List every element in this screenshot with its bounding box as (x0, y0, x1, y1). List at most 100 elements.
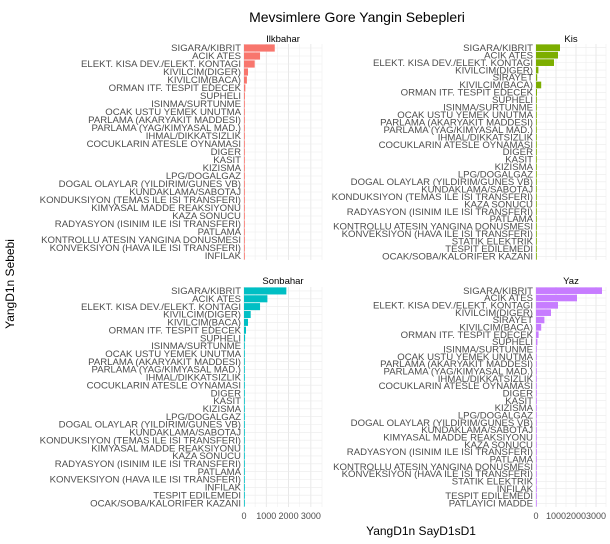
y-tick-label: KIZISMA (495, 403, 534, 414)
y-tick-label: TESPIT EDILEMEDI (445, 491, 533, 502)
panel-background (536, 287, 606, 507)
y-tick-label: ACIK ATES (484, 50, 533, 61)
bar (536, 170, 537, 178)
facet-strip-label: Kis (564, 34, 577, 45)
y-tick-label: KONVEKSIYON (HAVA ILE ISI TRANSFERI) (342, 229, 533, 240)
bar (244, 475, 245, 484)
bar (536, 103, 537, 111)
x-tick-label: 0 (533, 511, 538, 521)
y-tick-label: OCAK/SOBA/KALORIFER KAZANI (382, 251, 533, 262)
bar (536, 324, 542, 331)
bar (244, 204, 245, 212)
y-tick-label: DIGER (211, 147, 241, 158)
y-tick-label: KUNDAKLAMA/SABOTAJ (421, 184, 533, 195)
bar (244, 164, 245, 172)
bar (244, 460, 245, 468)
bar (244, 84, 246, 92)
y-tick-label: DIGER (211, 388, 241, 399)
y-tick-label: SIGARA/KIBRIT (171, 286, 241, 297)
bar (536, 148, 537, 156)
y-tick-label: STATIK ELEKTRIK (452, 237, 534, 248)
bar (244, 444, 245, 452)
bar (244, 420, 245, 429)
bar (536, 463, 537, 470)
y-tick-label: PATLAMA (490, 214, 534, 225)
bar (244, 148, 245, 156)
y-tick-label: ORMAN ITF. TESPIT EDECEK (401, 88, 534, 99)
y-tick-label: RADYASYON (ISINIM ILE ISI TRANSFERI) (55, 219, 241, 230)
bar (244, 452, 245, 460)
panel-background (244, 287, 322, 507)
bar (536, 375, 537, 382)
y-tick-label: KONDUKSIYON (TEMAS ILE ISI TRANSFERI) (332, 192, 533, 203)
y-tick-label: KUNDAKLAMA/SABOTAJ (129, 187, 241, 198)
y-tick-label: KIVILCIM(DIGER) (455, 65, 533, 76)
bar (244, 124, 245, 132)
y-tick-label: LPG/DOGALGAZ (166, 412, 241, 423)
bar (244, 295, 268, 303)
bar (536, 426, 537, 434)
bar (536, 252, 537, 260)
bar (244, 436, 245, 444)
y-tick-label: KIVILCIM(DIGER) (455, 308, 533, 319)
bar (244, 310, 251, 319)
y-tick-label: KASIT (505, 396, 533, 407)
bar (536, 133, 537, 141)
y-tick-label: DOGAL OLAYLAR (YILDIRIM/GUNES VB) (59, 179, 241, 190)
bar (244, 318, 249, 326)
bar (244, 334, 246, 342)
y-tick-label: LPG/DOGALGAZ (166, 171, 241, 182)
bar (536, 346, 537, 353)
y-tick-label: IHMAL/DIKKATSIZLIK (146, 373, 242, 384)
bar (536, 178, 537, 186)
bar (244, 68, 249, 76)
y-tick-label: PARLAMA (AKARYAKIT MADDESI) (88, 115, 241, 126)
y-tick-label: ISINMA/SURTUNME (443, 103, 533, 114)
bar (244, 76, 247, 84)
y-tick-label: KIVILCIM(BACA) (459, 323, 533, 334)
y-tick-label: SUPHELI (200, 333, 241, 344)
bar (244, 428, 245, 436)
bar (536, 500, 537, 507)
bar (244, 44, 275, 52)
bar (244, 188, 245, 196)
bar (536, 200, 537, 208)
bar (244, 52, 261, 60)
bar (536, 74, 538, 81)
bar (536, 111, 537, 119)
y-tick-label: KIZISMA (203, 163, 242, 174)
y-tick-label: KIVILCIM(DIGER) (163, 67, 241, 78)
bar (244, 389, 245, 397)
y-tick-label: SUPHELI (492, 95, 533, 106)
y-tick-label: KAZA SONUCU (464, 440, 533, 451)
y-tick-label: KONVEKSIYON (HAVA ILE ISI TRANSFERI) (50, 243, 241, 254)
bar (536, 419, 537, 426)
bar (244, 60, 255, 68)
y-tick-label: TESPIT EDILEMEDI (445, 244, 533, 255)
y-tick-label: ISINMA/SURTUNME (151, 341, 241, 352)
y-tick-label: TESPIT EDILEMEDI (153, 490, 241, 501)
y-tick-label: ACIK ATES (192, 51, 241, 62)
y-tick-label: LPG/DOGALGAZ (458, 411, 533, 422)
y-tick-label: PARLAMA (YAG/KIMYASAL MAD.) (384, 367, 533, 378)
bar (244, 172, 245, 180)
bar (536, 208, 537, 215)
y-tick-label: OCAK USTU YEMEK UNUTMA (397, 352, 533, 363)
y-tick-label: DOGAL OLAYLAR (YILDIRIM/GUNES VB) (59, 420, 241, 431)
bar (536, 302, 558, 309)
y-tick-label: SIGARA/KIBRIT (171, 43, 241, 54)
bar (536, 51, 558, 59)
bar (536, 66, 539, 74)
bar (536, 331, 539, 338)
y-tick-label: PARLAMA (AKARYAKIT MADDESI) (380, 117, 533, 128)
y-tick-label: IHMAL/DIKKATSIZLIK (438, 132, 534, 143)
y-tick-label: PATLAMA (198, 467, 242, 478)
bar (536, 59, 554, 66)
bar (536, 193, 537, 201)
y-tick-label: KAZA SONUCU (464, 199, 533, 210)
bar (536, 470, 537, 478)
bar (536, 434, 537, 441)
bar (244, 381, 245, 389)
bar (536, 448, 537, 456)
